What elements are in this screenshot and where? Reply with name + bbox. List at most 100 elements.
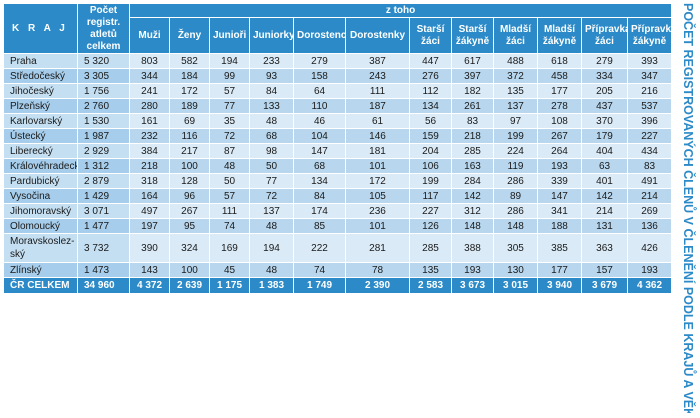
table-cell: 497 bbox=[129, 203, 170, 219]
table-cell: 582 bbox=[169, 53, 210, 69]
table-cell: 232 bbox=[129, 128, 170, 144]
table-cell: 136 bbox=[626, 218, 673, 234]
table-cell: 217 bbox=[169, 143, 210, 159]
table-cell: 164 bbox=[129, 188, 170, 204]
region-name: Praha bbox=[3, 53, 78, 69]
table-cell: 48 bbox=[209, 158, 250, 174]
region-total: 3 071 bbox=[77, 203, 130, 219]
column-header: Starší žákyně bbox=[451, 17, 494, 54]
table-cell: 131 bbox=[581, 218, 628, 234]
table-cell: 48 bbox=[249, 262, 294, 278]
table-cell: 458 bbox=[537, 68, 582, 84]
table-cell: 396 bbox=[626, 113, 673, 129]
table-cell: 243 bbox=[345, 68, 410, 84]
region-total: 3 305 bbox=[77, 68, 130, 84]
region-total: 1 756 bbox=[77, 83, 130, 99]
table-cell: 182 bbox=[451, 83, 494, 99]
table-cell: 372 bbox=[493, 68, 538, 84]
table-cell: 281 bbox=[345, 233, 410, 263]
total-cell: 3 679 bbox=[581, 277, 628, 294]
table-cell: 194 bbox=[209, 53, 250, 69]
column-header: Juniorky bbox=[249, 17, 294, 54]
region-name: Karlovarský bbox=[3, 113, 78, 129]
grand-total: 34 960 bbox=[77, 277, 130, 294]
table-cell: 142 bbox=[581, 188, 628, 204]
table-cell: 204 bbox=[409, 143, 452, 159]
column-header: Starší žáci bbox=[409, 17, 452, 54]
column-header: Mladší žáci bbox=[493, 17, 538, 54]
table-cell: 339 bbox=[537, 173, 582, 189]
table-cell: 491 bbox=[626, 173, 673, 189]
table-cell: 434 bbox=[626, 143, 673, 159]
region-name: Liberecký bbox=[3, 143, 78, 159]
region-name: Pardubický bbox=[3, 173, 78, 189]
table-cell: 189 bbox=[169, 98, 210, 114]
table-row: Ústecký 1 987 232 116 72 68 104 146 159 218 199 267… bbox=[3, 128, 673, 144]
table-cell: 236 bbox=[345, 203, 410, 219]
table-cell: 100 bbox=[169, 158, 210, 174]
total-cell: 1 383 bbox=[249, 277, 294, 294]
table-cell: 241 bbox=[129, 83, 170, 99]
region-name: Zlínský bbox=[3, 262, 78, 278]
table-cell: 101 bbox=[345, 218, 410, 234]
table-cell: 261 bbox=[451, 98, 494, 114]
region-total: 2 879 bbox=[77, 173, 130, 189]
table-cell: 286 bbox=[493, 173, 538, 189]
region-total: 2 929 bbox=[77, 143, 130, 159]
table-cell: 401 bbox=[581, 173, 628, 189]
table-cell: 488 bbox=[493, 53, 538, 69]
total-cell: 2 583 bbox=[409, 277, 452, 294]
table-cell: 68 bbox=[249, 128, 294, 144]
table-cell: 341 bbox=[537, 203, 582, 219]
table-cell: 214 bbox=[626, 188, 673, 204]
table-cell: 617 bbox=[451, 53, 494, 69]
region-total: 3 732 bbox=[77, 233, 130, 263]
column-header-row: Muži Ženy Junioři Juniorky Dorostenci Doroste… bbox=[4, 17, 673, 54]
table-cell: 279 bbox=[581, 53, 628, 69]
table-cell: 133 bbox=[249, 98, 294, 114]
table-cell: 101 bbox=[345, 158, 410, 174]
table-cell: 199 bbox=[493, 128, 538, 144]
table-cell: 68 bbox=[293, 158, 346, 174]
table-row: Olomoucký 1 477 197 95 74 48 85 101 126 148 148 188… bbox=[3, 218, 673, 234]
table-cell: 83 bbox=[451, 113, 494, 129]
table-cell: 218 bbox=[451, 128, 494, 144]
table-cell: 97 bbox=[493, 113, 538, 129]
table-cell: 147 bbox=[537, 188, 582, 204]
column-header: Muži bbox=[129, 17, 170, 54]
table-cell: 437 bbox=[581, 98, 628, 114]
table-cell: 84 bbox=[293, 188, 346, 204]
table-cell: 46 bbox=[293, 113, 346, 129]
region-name: Plzeňský bbox=[3, 98, 78, 114]
table-row: Středočeský 3 305 344 184 99 93 158 243 276 397 37… bbox=[3, 68, 673, 84]
table-cell: 85 bbox=[293, 218, 346, 234]
table-cell: 214 bbox=[581, 203, 628, 219]
table-cell: 197 bbox=[129, 218, 170, 234]
table-cell: 96 bbox=[169, 188, 210, 204]
total-row: ČR CELKEM 34 960 4 372 2 639 1 175 1 383 1 749… bbox=[3, 277, 673, 294]
region-total: 1 312 bbox=[77, 158, 130, 174]
region-name: Jihomoravský bbox=[3, 203, 78, 219]
table-cell: 205 bbox=[581, 83, 628, 99]
region-total: 1 987 bbox=[77, 128, 130, 144]
region-name: Jihočeský bbox=[3, 83, 78, 99]
table-cell: 105 bbox=[345, 188, 410, 204]
table-cell: 143 bbox=[129, 262, 170, 278]
table-row: Karlovarský 1 530 161 69 35 48 46 61 56 83 97 108 37… bbox=[3, 113, 673, 129]
table-cell: 286 bbox=[493, 203, 538, 219]
total-label: ČR CELKEM bbox=[3, 277, 78, 294]
total-cell: 1 175 bbox=[209, 277, 250, 294]
table-cell: 222 bbox=[293, 233, 346, 263]
table-cell: 284 bbox=[451, 173, 494, 189]
table-cell: 142 bbox=[451, 188, 494, 204]
table-cell: 130 bbox=[493, 262, 538, 278]
header-kraj: K R A J bbox=[3, 3, 78, 54]
table-cell: 116 bbox=[169, 128, 210, 144]
header-total: Počet registr. atletů celkem bbox=[77, 3, 130, 54]
table-cell: 99 bbox=[209, 68, 250, 84]
header-group: z toho bbox=[128, 3, 673, 18]
table-cell: 276 bbox=[409, 68, 452, 84]
region-name: Královéhradecký bbox=[3, 158, 78, 174]
table-cell: 803 bbox=[129, 53, 170, 69]
total-cell: 4 372 bbox=[129, 277, 170, 294]
